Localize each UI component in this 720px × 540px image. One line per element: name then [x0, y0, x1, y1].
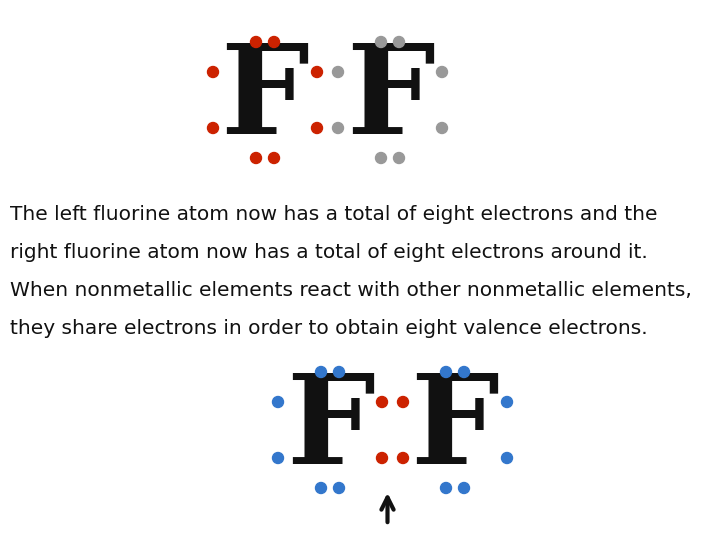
Text: F: F: [410, 369, 500, 490]
Circle shape: [333, 483, 344, 494]
Circle shape: [436, 123, 448, 133]
Circle shape: [312, 123, 323, 133]
Text: The left fluorine atom now has a total of eight electrons and the: The left fluorine atom now has a total o…: [10, 205, 657, 224]
Text: When nonmetallic elements react with other nonmetallic elements,: When nonmetallic elements react with oth…: [10, 281, 692, 300]
Circle shape: [436, 66, 448, 78]
Circle shape: [269, 152, 279, 164]
Circle shape: [397, 396, 408, 408]
Circle shape: [377, 453, 387, 463]
Circle shape: [333, 123, 343, 133]
Text: right fluorine atom now has a total of eight electrons around it.: right fluorine atom now has a total of e…: [10, 243, 648, 262]
Circle shape: [269, 37, 279, 48]
Circle shape: [312, 66, 323, 78]
Text: F: F: [346, 39, 434, 160]
Circle shape: [251, 37, 261, 48]
Text: F: F: [286, 369, 374, 490]
Circle shape: [459, 483, 469, 494]
Circle shape: [397, 453, 408, 463]
Circle shape: [377, 396, 387, 408]
Circle shape: [272, 453, 284, 463]
Circle shape: [333, 66, 343, 78]
Circle shape: [502, 396, 513, 408]
Circle shape: [251, 152, 261, 164]
Circle shape: [207, 66, 218, 78]
Circle shape: [394, 37, 405, 48]
Circle shape: [394, 152, 405, 164]
Text: F: F: [220, 39, 310, 160]
Circle shape: [376, 152, 387, 164]
Circle shape: [376, 37, 387, 48]
Circle shape: [441, 483, 451, 494]
Circle shape: [315, 483, 326, 494]
Circle shape: [459, 367, 469, 377]
Circle shape: [441, 367, 451, 377]
Circle shape: [315, 367, 326, 377]
Circle shape: [272, 396, 284, 408]
Circle shape: [502, 453, 513, 463]
Circle shape: [333, 367, 344, 377]
Circle shape: [207, 123, 218, 133]
Text: they share electrons in order to obtain eight valence electrons.: they share electrons in order to obtain …: [10, 319, 647, 338]
